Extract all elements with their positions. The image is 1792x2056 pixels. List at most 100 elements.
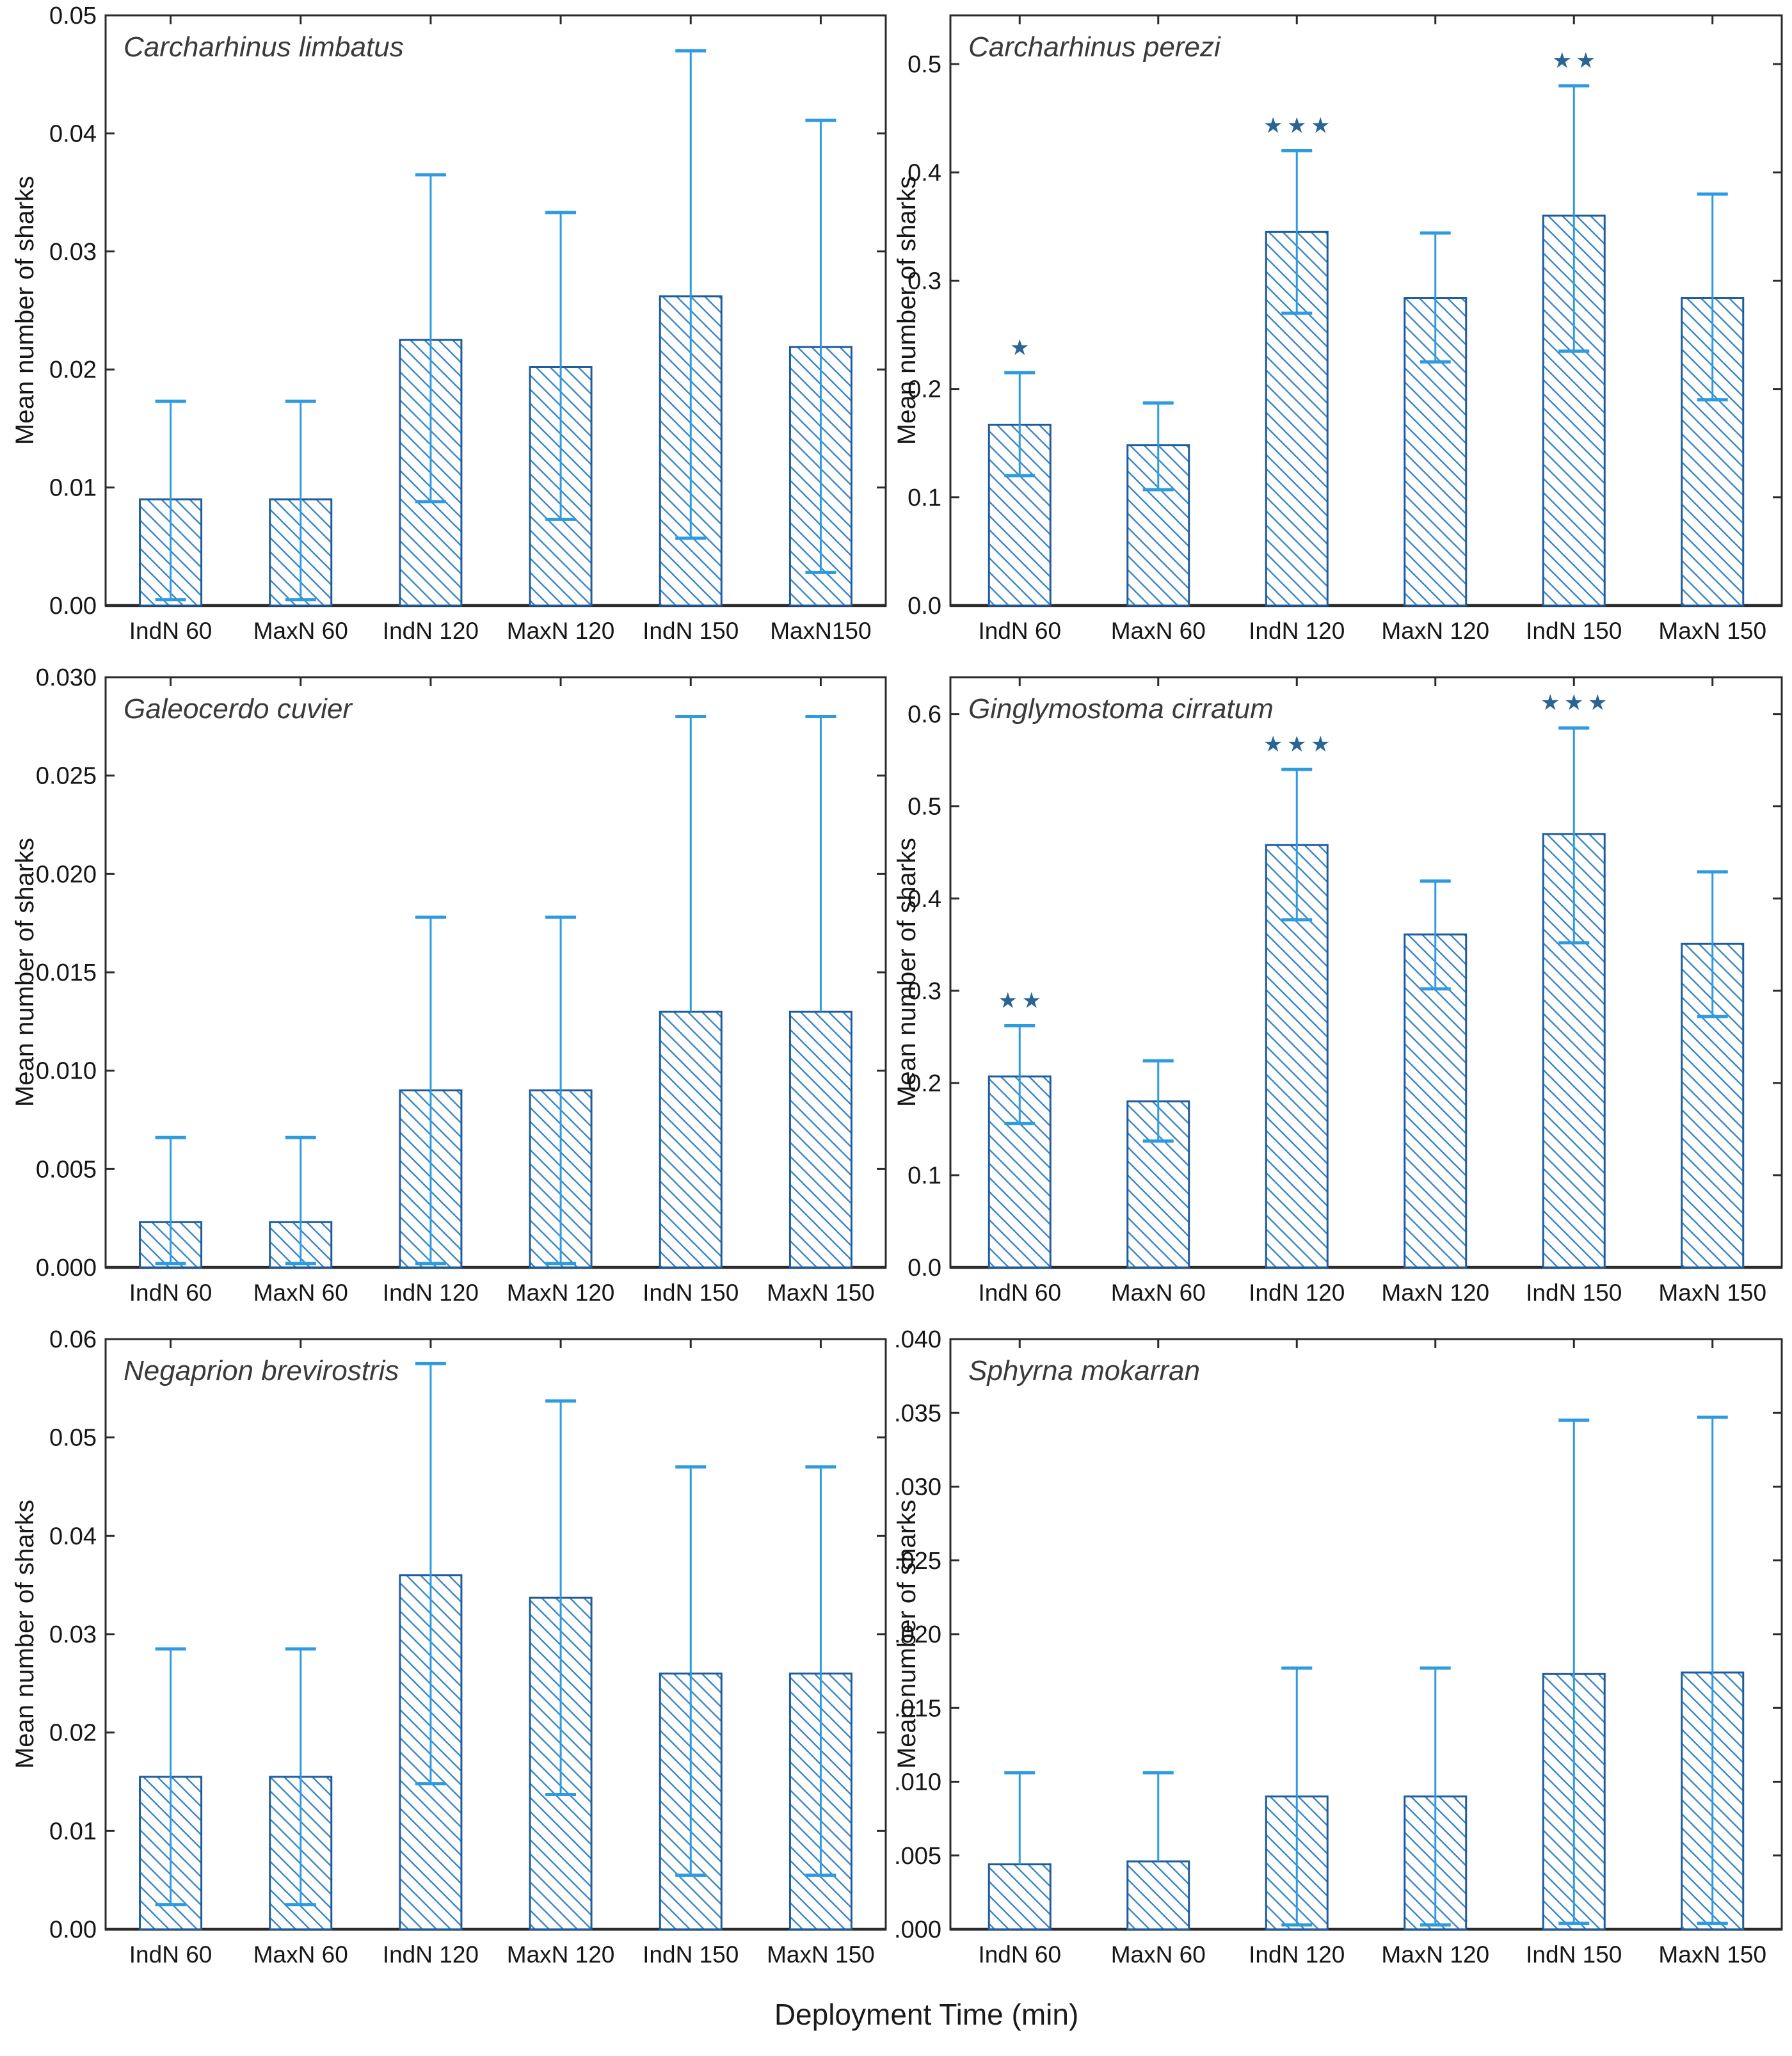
plot-box: [949, 14, 1783, 607]
x-tick-label: MaxN150: [770, 618, 871, 644]
chart-panel: 0.00 0.01 0.02 0.03 0.04 0.05 IndN 60 MaxN 60 In…: [11, 3, 887, 644]
x-tick-label: IndN 120: [383, 618, 479, 644]
y-tick-label: 0.1: [908, 1162, 941, 1189]
y-tick-label: 0.005: [36, 1156, 97, 1183]
x-tick-label: IndN 120: [1249, 1941, 1345, 1968]
x-axis-title: Deployment Time (min): [774, 1998, 1079, 2031]
chart-panel: 0.00 0.01 0.02 0.03 0.04 0.05 0.06 IndN 60 MaxN …: [11, 1326, 887, 1968]
x-tick-label: IndN 150: [643, 1941, 739, 1968]
y-axis-title: Mean number of sharks: [11, 838, 39, 1107]
plot-box: [104, 676, 887, 1269]
x-tick-label: MaxN 150: [1658, 1280, 1766, 1306]
y-tick-label: 0.030: [36, 664, 97, 691]
panel-title: Negaprion brevirostris: [124, 1355, 399, 1386]
y-axis-title: Mean number of sharks: [896, 838, 921, 1107]
bar: [659, 1010, 723, 1269]
y-tick-label: 0.010: [36, 1058, 97, 1085]
y-tick-label: 0.2: [908, 376, 941, 403]
significance-star: ★: [1588, 691, 1607, 715]
x-tick-label: IndN 60: [978, 1280, 1061, 1306]
panel-title: Galeocerdo cuvier: [124, 693, 353, 725]
y-tick-label: 0.04: [49, 1523, 97, 1550]
plot-box: [104, 1338, 887, 1931]
significance-star: ★: [1022, 989, 1041, 1013]
significance-star: ★: [1263, 113, 1283, 138]
y-tick-label: 0.000: [36, 1255, 97, 1281]
charts-grid: 0.00 0.01 0.02 0.03 0.04 0.05 IndN 60 MaxN 60 In…: [0, 0, 1792, 1986]
significance-star: ★: [1287, 113, 1306, 138]
y-axis-title: Mean number of sharks: [896, 176, 921, 445]
significance-star: ★: [1010, 335, 1029, 360]
panel-title: Carcharhinus perezi: [968, 31, 1221, 63]
bar: [988, 1863, 1052, 1931]
y-tick-label: 0.02: [49, 1720, 97, 1747]
x-tick-label: IndN 150: [1526, 618, 1622, 644]
y-tick-label: 0.3: [908, 268, 941, 294]
chart-panel: 0.000 0.005 0.010 0.015 0.020 0.025 0.030 IndN …: [11, 664, 887, 1306]
x-tick-label: IndN 120: [383, 1941, 479, 1968]
x-tick-label: MaxN 60: [1111, 1941, 1206, 1968]
x-tick-label: IndN 60: [978, 1941, 1061, 1968]
x-tick-label: MaxN 60: [1111, 618, 1206, 644]
x-tick-label: MaxN 150: [767, 1941, 875, 1968]
chart-cell: 0.0 0.1 0.2 0.3 0.4 0.5 0.6 IndN 60 ★ ★ MaxN 60 Ind…: [893, 662, 1792, 1324]
y-tick-label: 0.0: [908, 1255, 941, 1281]
y-tick-label: 0.010: [896, 1769, 941, 1796]
panel-title: Ginglymostoma cirratum: [968, 693, 1274, 725]
x-tick-label: IndN 60: [129, 618, 212, 644]
y-tick-label: 0.01: [49, 1818, 97, 1845]
y-tick-label: 0.1: [908, 485, 941, 511]
y-axis-title: Mean number of sharks: [11, 1500, 39, 1769]
significance-star: ★: [1553, 49, 1572, 73]
panel-title: Sphyrna mokarran: [968, 1355, 1200, 1386]
x-tick-label: MaxN 150: [1658, 618, 1766, 644]
significance-star: ★: [1311, 113, 1330, 138]
x-axis-title-strip: Deployment Time (min): [0, 1986, 1792, 2056]
y-axis-title: Mean number of sharks: [896, 1500, 921, 1769]
y-tick-label: 0.030: [896, 1474, 941, 1501]
y-tick-label: 0.000: [896, 1916, 941, 1943]
chart-panel: 0.0 0.1 0.2 0.3 0.4 0.5 IndN 60 ★ MaxN 60 IndN 12…: [893, 14, 1783, 644]
x-tick-label: MaxN 120: [507, 618, 615, 644]
significance-star: ★: [1540, 691, 1560, 715]
y-tick-label: 0.005: [896, 1843, 941, 1870]
chart-cell: 0.00 0.01 0.02 0.03 0.04 0.05 IndN 60 MaxN 60 In…: [0, 0, 896, 662]
y-tick-label: 0.6: [908, 702, 941, 728]
y-tick-label: 0.3: [908, 978, 941, 1005]
y-tick-label: 0.03: [49, 1621, 97, 1648]
y-tick-label: 0.5: [908, 794, 941, 821]
bar: [1126, 1860, 1190, 1931]
significance-star: ★: [1564, 691, 1583, 715]
x-tick-label: IndN 120: [383, 1280, 479, 1306]
y-tick-label: 0.020: [36, 861, 97, 888]
y-tick-label: 0.025: [36, 763, 97, 790]
x-tick-label: IndN 60: [129, 1280, 212, 1306]
x-tick-label: IndN 150: [643, 618, 739, 644]
y-axis-title: Mean number of sharks: [11, 176, 39, 445]
x-tick-label: IndN 150: [1526, 1280, 1622, 1306]
significance-star: ★: [998, 989, 1018, 1013]
y-tick-label: 0.5: [908, 51, 941, 78]
significance-star: ★: [1576, 49, 1596, 73]
y-tick-label: 0.035: [896, 1400, 941, 1427]
y-tick-label: 0.4: [908, 159, 941, 186]
y-tick-label: 0.00: [49, 593, 97, 620]
significance-star: ★: [1263, 732, 1283, 757]
bar: [788, 1010, 852, 1269]
chart-cell: 0.0000.0050.0100.0150.0200.0250.0300.035…: [881, 1324, 1792, 1986]
y-tick-label: 0.05: [49, 1425, 97, 1452]
chart-cell: 0.00 0.01 0.02 0.03 0.04 0.05 0.06 IndN 60 MaxN …: [0, 1324, 896, 1986]
significance-star: ★: [1287, 732, 1306, 757]
plot-box: [949, 676, 1783, 1269]
chart-cell: 0.000 0.005 0.010 0.015 0.020 0.025 0.030 IndN …: [0, 662, 896, 1324]
y-tick-label: 0.00: [49, 1916, 97, 1943]
y-tick-label: 0.06: [49, 1326, 97, 1353]
plot-box: [104, 14, 887, 607]
y-tick-label: 0.01: [49, 475, 97, 502]
y-tick-label: 0.040: [896, 1326, 941, 1353]
significance-star: ★: [1311, 732, 1330, 757]
panel-title: Carcharhinus limbatus: [124, 31, 404, 63]
y-tick-label: 0.2: [908, 1070, 941, 1097]
